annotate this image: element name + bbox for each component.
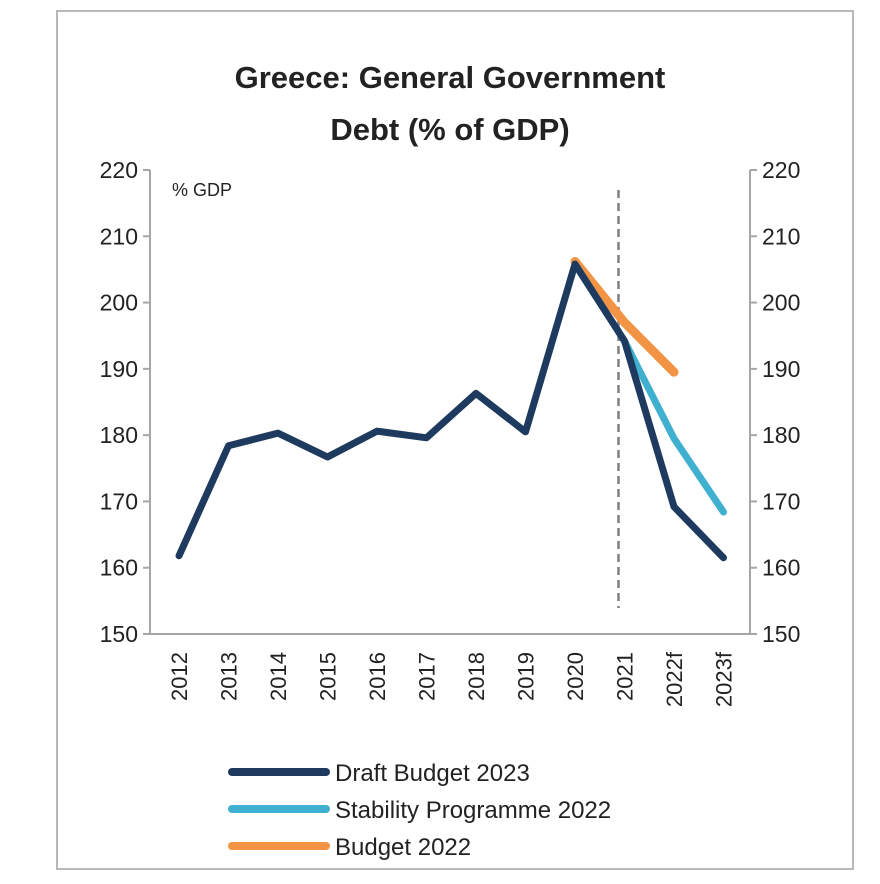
right-y-tick-label: 150 xyxy=(762,621,800,647)
x-tick-label: 2022f xyxy=(662,651,687,707)
right-y-tick-label: 190 xyxy=(762,356,800,382)
x-tick-label: 2016 xyxy=(365,652,390,701)
left-y-tick-label: 170 xyxy=(100,488,138,514)
left-y-tick-label: 190 xyxy=(100,356,138,382)
chart-frame xyxy=(56,10,854,870)
series-line-draft-budget-2023 xyxy=(175,260,727,562)
x-tick-label: 2018 xyxy=(464,652,489,701)
x-tick-label: 2015 xyxy=(316,652,341,701)
left-y-tick-label: 180 xyxy=(100,422,138,448)
legend-label: Budget 2022 xyxy=(335,834,471,861)
x-tick-label: 2012 xyxy=(167,652,192,701)
right-y-tick-label: 200 xyxy=(762,290,800,316)
x-tick-label: 2019 xyxy=(514,652,539,701)
left-y-tick-label: 220 xyxy=(100,157,138,183)
x-tick-label: 2023f xyxy=(712,651,737,707)
left-y-tick-label: 160 xyxy=(100,555,138,581)
x-tick-label: 2014 xyxy=(266,652,291,701)
series-line-budget-2022 xyxy=(570,256,679,377)
x-tick-label: 2017 xyxy=(415,652,440,701)
left-y-tick-label: 150 xyxy=(100,621,138,647)
chart-title-line-2: Debt (% of GDP) xyxy=(330,112,569,147)
right-y-tick-label: 180 xyxy=(762,422,800,448)
left-y-tick-label: 210 xyxy=(100,223,138,249)
right-y-tick-label: 160 xyxy=(762,555,800,581)
x-tick-label: 2021 xyxy=(613,652,638,701)
chart-title-line-1: Greece: General Government xyxy=(235,60,666,95)
x-tick-label: 2020 xyxy=(563,652,588,701)
x-tick-label: 2013 xyxy=(217,652,242,701)
left-y-tick-label: 200 xyxy=(100,290,138,316)
right-y-tick-label: 170 xyxy=(762,488,800,514)
y-axis-unit-label: % GDP xyxy=(172,180,232,200)
legend-label: Draft Budget 2023 xyxy=(335,760,530,787)
legend-label: Stability Programme 2022 xyxy=(335,797,611,824)
right-y-tick-label: 210 xyxy=(762,223,800,249)
right-y-tick-label: 220 xyxy=(762,157,800,183)
